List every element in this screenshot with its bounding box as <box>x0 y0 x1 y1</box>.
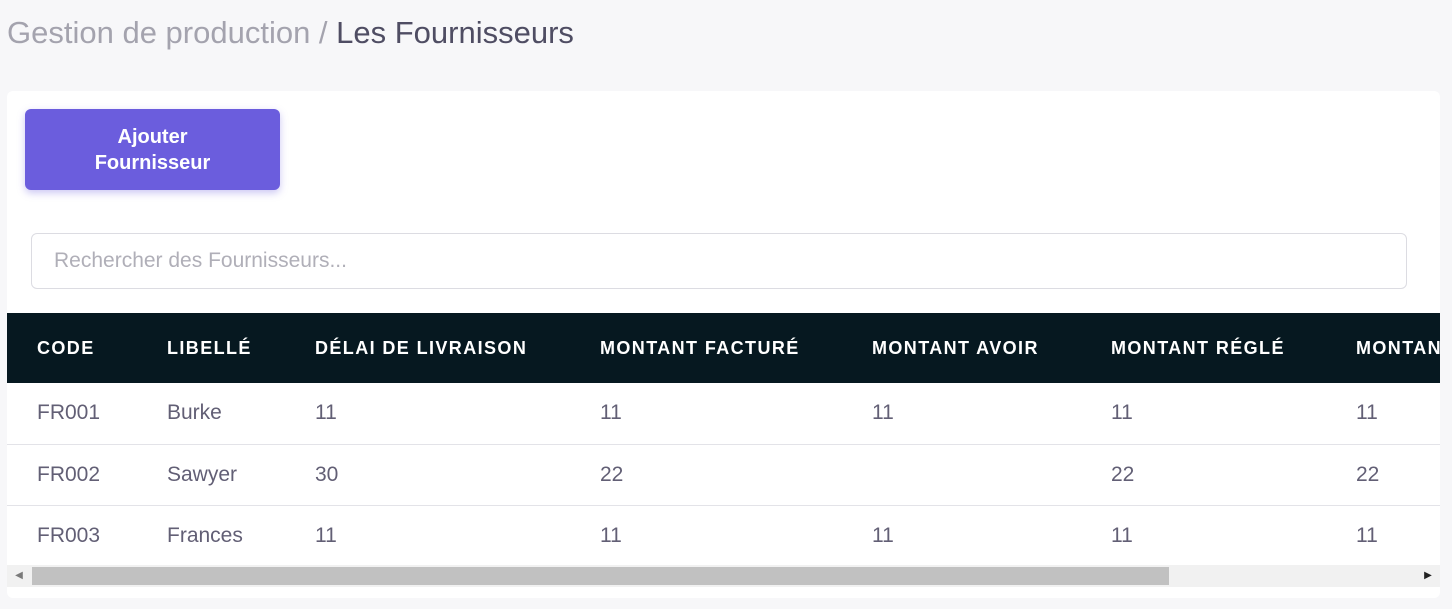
cell-code: FR001 <box>37 401 101 425</box>
cell-montant-avoir: 11 <box>872 523 894 547</box>
cell-montant-avoir: 11 <box>872 401 894 425</box>
suppliers-card: Ajouter Fournisseur CODE LIBELLÉ DÉLAI D… <box>7 91 1440 598</box>
cell-montant-facture: 11 <box>600 523 622 547</box>
cell-code: FR003 <box>37 523 101 547</box>
cell-libelle: Burke <box>167 401 222 425</box>
table-row[interactable]: FR001 Burke 11 11 11 11 11 <box>7 383 1440 444</box>
cell-delai: 11 <box>315 401 337 425</box>
cell-montant-avoir <box>842 444 1081 505</box>
column-header-montant-facture[interactable]: MONTANT FACTURÉ <box>600 337 800 358</box>
column-header-montant-regle[interactable]: MONTANT RÉGLÉ <box>1111 337 1285 358</box>
cell-montant-facture: 22 <box>600 462 624 486</box>
column-header-montant-restant[interactable]: MONTANT RESTANT <box>1356 337 1440 358</box>
cell-delai: 11 <box>315 523 337 547</box>
scroll-right-arrow-icon[interactable]: ▶ <box>1424 570 1432 581</box>
search-input[interactable] <box>31 233 1407 289</box>
cell-libelle: Sawyer <box>167 462 238 486</box>
table-row[interactable]: FR002 Sawyer 30 22 22 22 <box>7 444 1440 505</box>
cell-montant-restant: 11 <box>1356 401 1378 425</box>
breadcrumb-separator: / <box>310 15 337 50</box>
scroll-left-arrow-icon[interactable]: ◀ <box>15 570 23 581</box>
breadcrumb-parent[interactable]: Gestion de production <box>7 15 311 50</box>
scrollbar-thumb[interactable] <box>32 567 1169 585</box>
add-supplier-button[interactable]: Ajouter Fournisseur <box>25 109 280 190</box>
page-title: Les Fournisseurs <box>336 15 574 50</box>
column-header-code[interactable]: CODE <box>37 337 95 358</box>
suppliers-table-container: CODE LIBELLÉ DÉLAI DE LIVRAISON MONTANT … <box>7 313 1440 565</box>
cell-montant-regle: 11 <box>1111 401 1133 425</box>
cell-montant-restant: 22 <box>1356 462 1380 486</box>
cell-libelle: Frances <box>167 523 243 547</box>
column-header-libelle[interactable]: LIBELLÉ <box>167 337 252 358</box>
cell-montant-restant: 11 <box>1356 523 1378 547</box>
suppliers-table: CODE LIBELLÉ DÉLAI DE LIVRAISON MONTANT … <box>7 313 1440 565</box>
table-row[interactable]: FR003 Frances 11 11 11 11 11 <box>7 505 1440 565</box>
cell-montant-facture: 11 <box>600 401 622 425</box>
cell-code: FR002 <box>37 462 101 486</box>
cell-montant-regle: 11 <box>1111 523 1133 547</box>
cell-montant-regle: 22 <box>1111 462 1135 486</box>
column-header-montant-avoir[interactable]: MONTANT AVOIR <box>872 337 1039 358</box>
column-header-delai-livraison[interactable]: DÉLAI DE LIVRAISON <box>315 337 528 358</box>
horizontal-scrollbar[interactable]: ◀ ▶ <box>7 565 1440 587</box>
cell-delai: 30 <box>315 462 339 486</box>
table-header: CODE LIBELLÉ DÉLAI DE LIVRAISON MONTANT … <box>7 313 1440 383</box>
breadcrumb: Gestion de production / Les Fournisseurs <box>7 12 574 54</box>
